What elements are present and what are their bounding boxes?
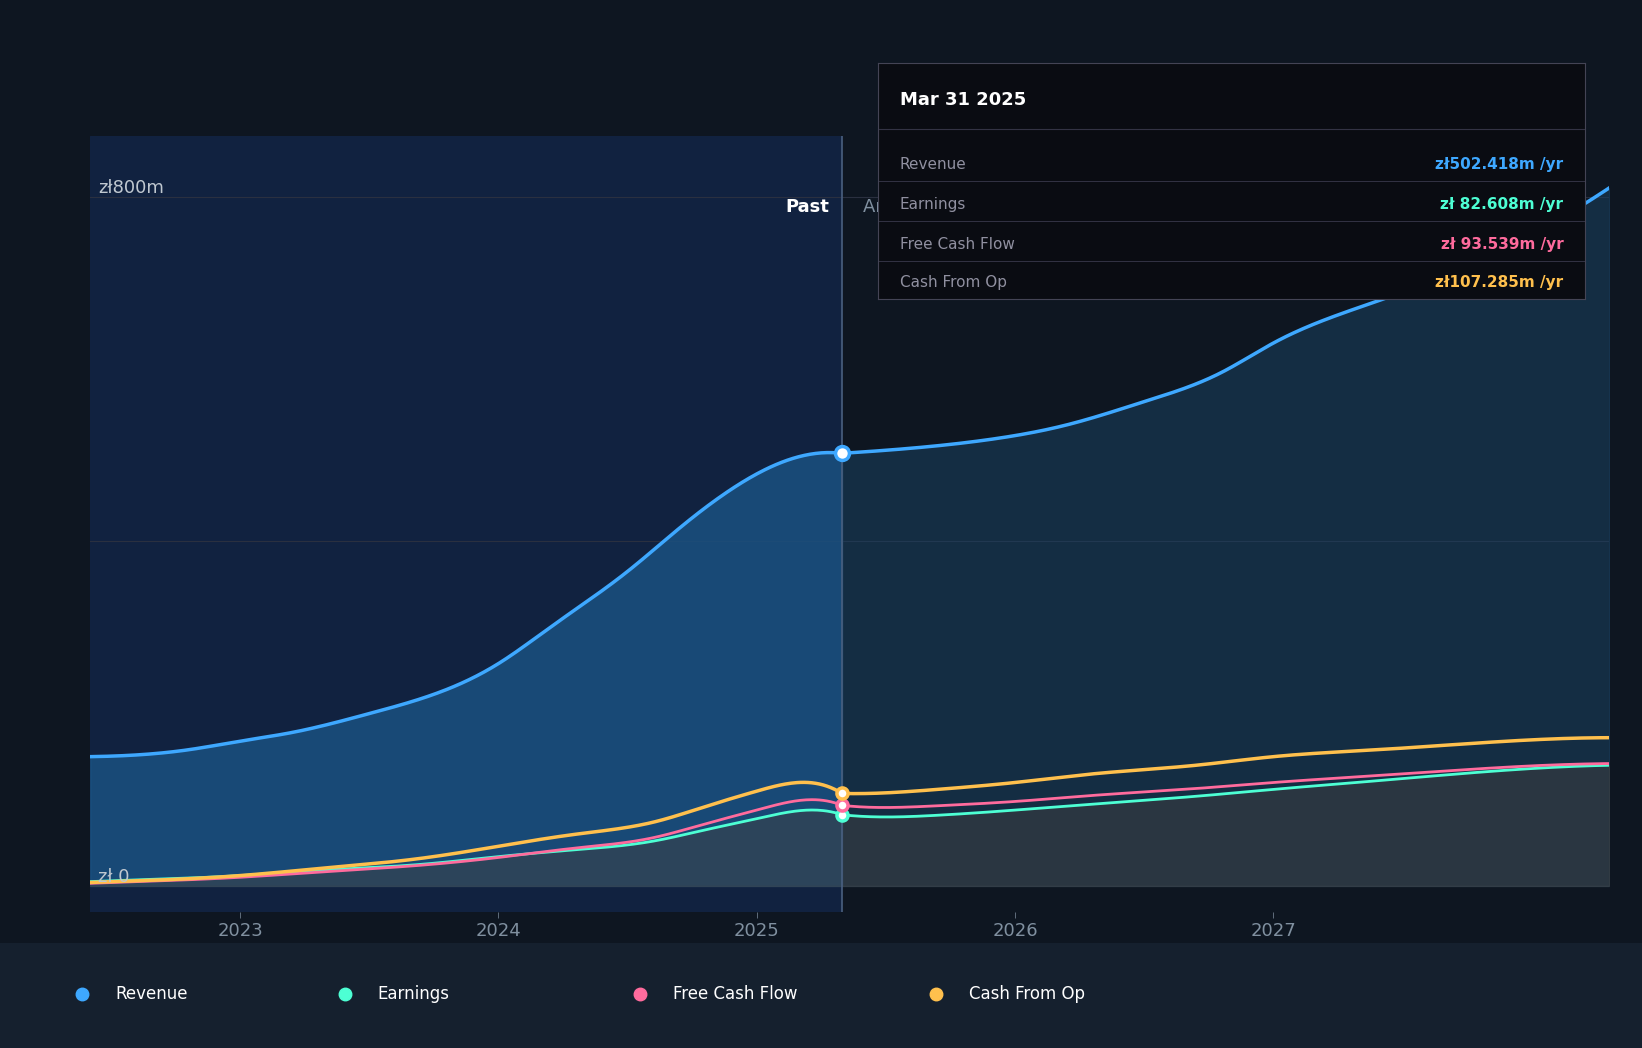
Text: Free Cash Flow: Free Cash Flow bbox=[673, 984, 798, 1003]
Text: Past: Past bbox=[785, 198, 829, 216]
Text: zł502.418m /yr: zł502.418m /yr bbox=[1435, 157, 1563, 172]
Bar bbox=[842, 136, 1609, 912]
Text: Revenue: Revenue bbox=[115, 984, 187, 1003]
Text: Cash From Op: Cash From Op bbox=[969, 984, 1085, 1003]
Text: Revenue: Revenue bbox=[900, 157, 967, 172]
Text: zł 0: zł 0 bbox=[99, 868, 130, 886]
Text: zł 93.539m /yr: zł 93.539m /yr bbox=[1440, 237, 1563, 252]
Text: Earnings: Earnings bbox=[378, 984, 450, 1003]
Text: zł107.285m /yr: zł107.285m /yr bbox=[1435, 275, 1563, 289]
Text: zł 82.608m /yr: zł 82.608m /yr bbox=[1440, 197, 1563, 212]
Text: Earnings: Earnings bbox=[900, 197, 965, 212]
Bar bbox=[90, 136, 842, 912]
Text: Analysts Forecasts: Analysts Forecasts bbox=[862, 198, 1031, 216]
Text: Mar 31 2025: Mar 31 2025 bbox=[900, 91, 1026, 109]
Text: zł800m: zł800m bbox=[99, 178, 164, 197]
Text: Cash From Op: Cash From Op bbox=[900, 275, 1007, 289]
Text: Free Cash Flow: Free Cash Flow bbox=[900, 237, 1015, 252]
